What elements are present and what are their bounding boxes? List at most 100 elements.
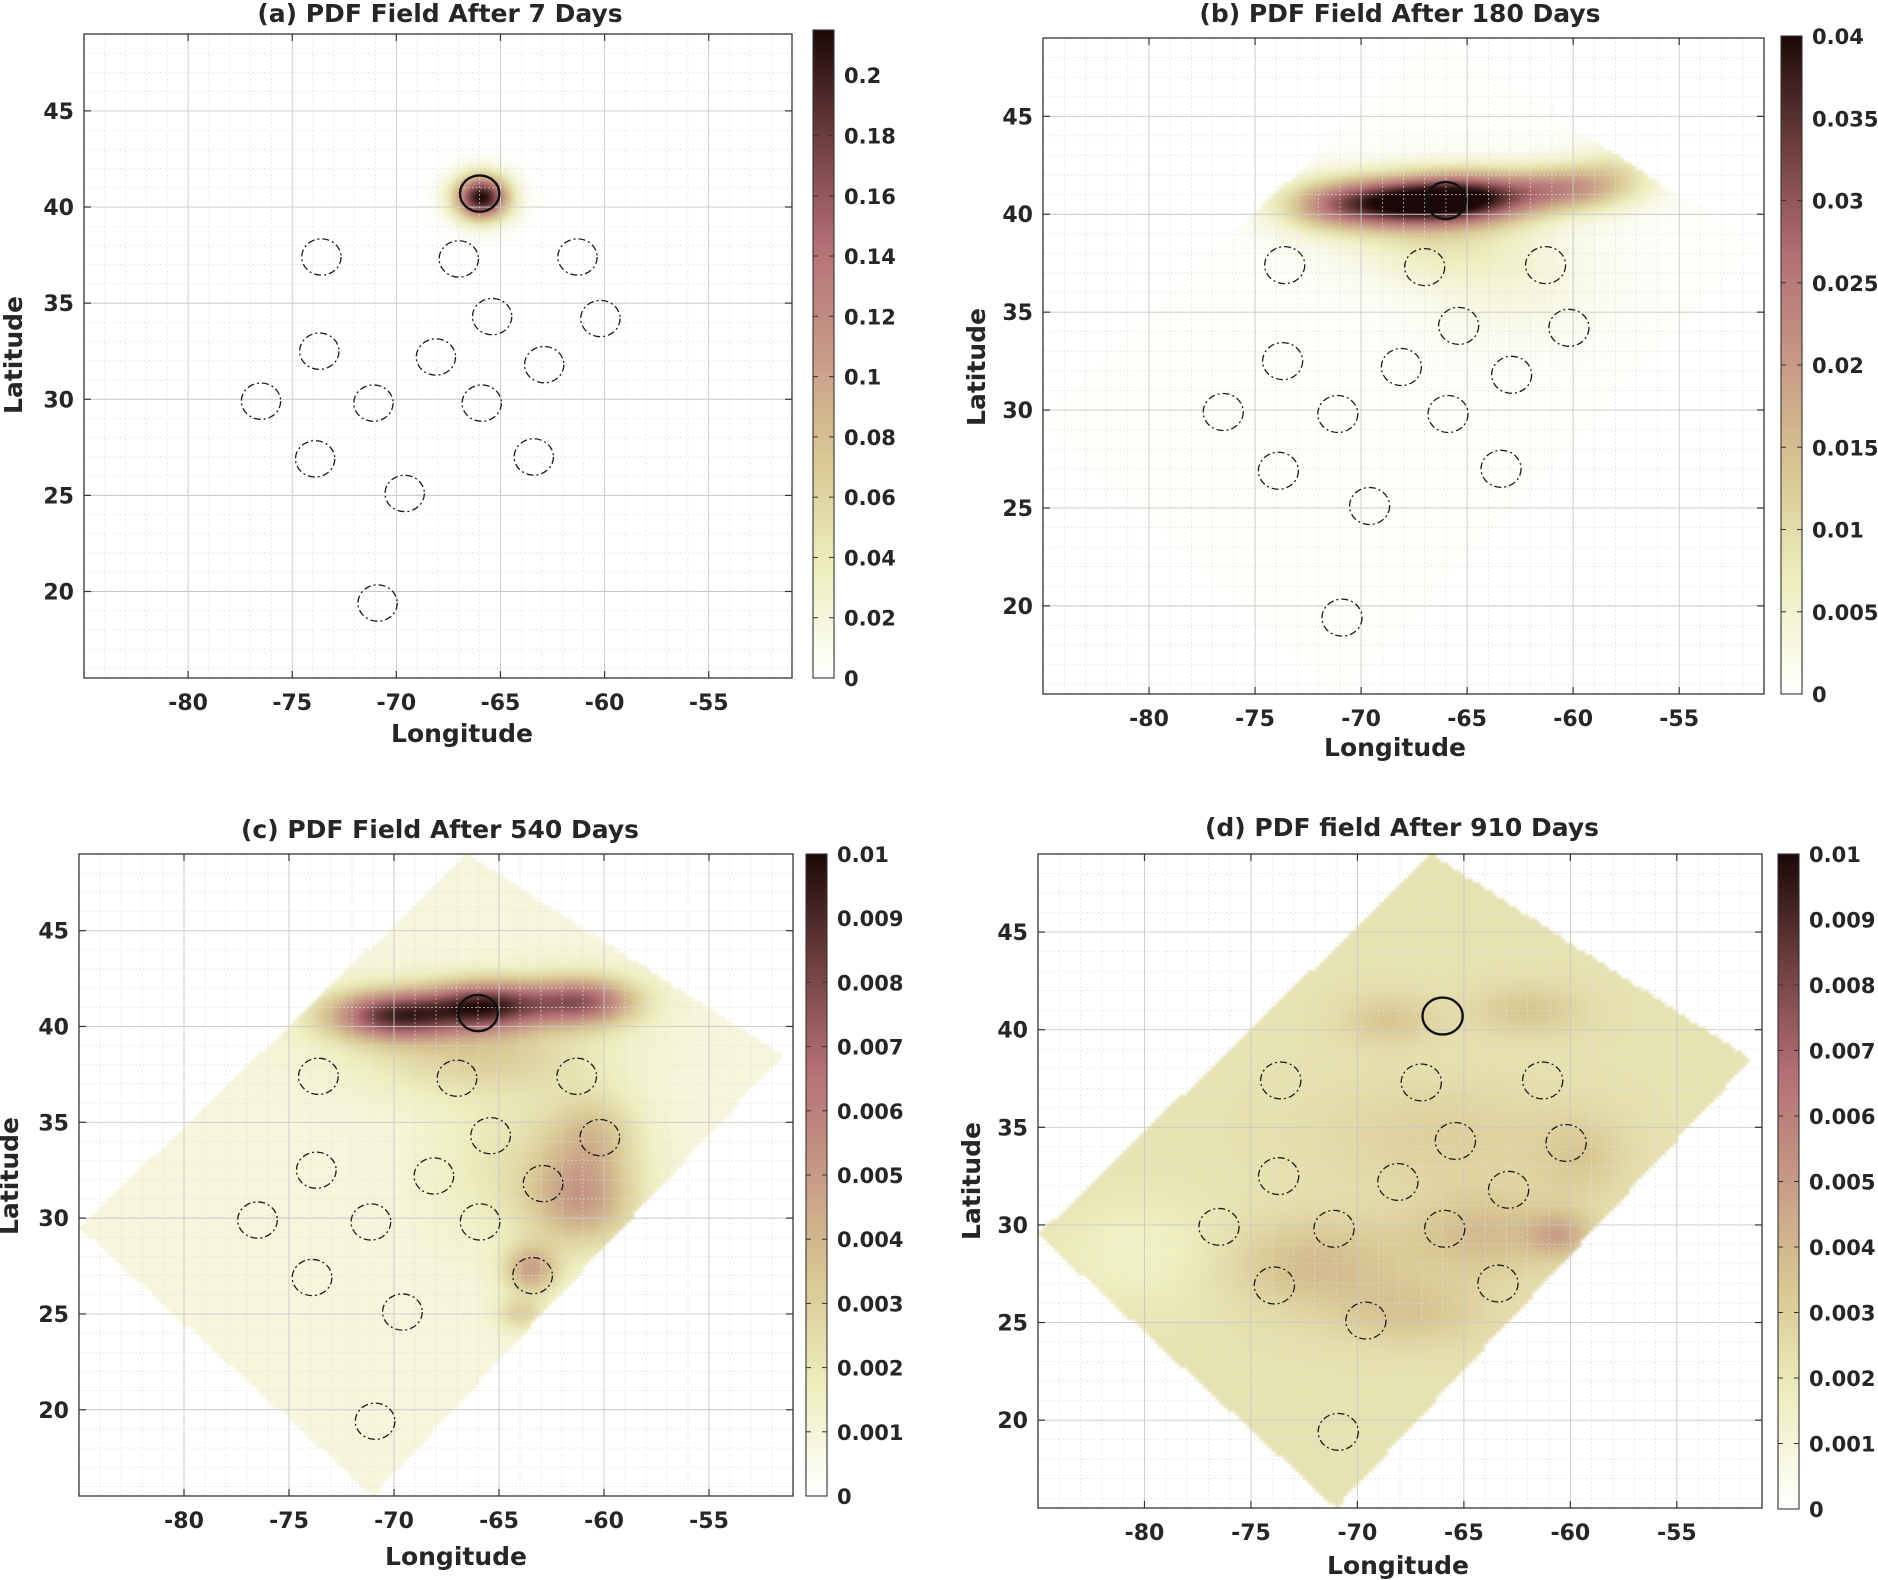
colorbar-tick-label: 0.01 xyxy=(837,843,889,867)
sampling-site-circle xyxy=(436,1059,478,1097)
colorbar-tick-label: 0.001 xyxy=(837,1421,903,1445)
y-axis-label: Latitude xyxy=(0,1117,24,1235)
sampling-site-circle xyxy=(298,332,340,371)
sampling-site-circle xyxy=(1477,1264,1519,1303)
sampling-site-circle xyxy=(1427,394,1469,434)
sampling-site-circle xyxy=(512,1256,554,1295)
sampling-site-circle xyxy=(438,240,480,278)
y-tick-label: 30 xyxy=(997,1214,1028,1239)
colorbar-tick-label: 0.02 xyxy=(1812,354,1864,378)
sampling-site-circle xyxy=(357,584,398,622)
y-tick-label: 25 xyxy=(43,484,74,509)
y-tick-label: 35 xyxy=(43,292,74,317)
sampling-site-circle xyxy=(1261,341,1304,381)
colorbar-gradient xyxy=(812,29,835,679)
x-axis-label: Longitude xyxy=(1324,733,1466,762)
sampling-site-circle xyxy=(522,1164,564,1203)
colorbar-tick-label: 0.002 xyxy=(837,1357,903,1381)
sampling-site-circle xyxy=(471,297,513,336)
colorbar-tick-label: 0.008 xyxy=(1809,974,1875,998)
y-tick-label: 45 xyxy=(38,920,69,945)
y-tick-label: 35 xyxy=(997,1116,1028,1141)
colorbar-tick-label: 0.18 xyxy=(844,124,896,148)
sampling-site-circle xyxy=(295,1151,337,1189)
x-tick-label: -70 xyxy=(374,1509,414,1534)
sampling-site-circle xyxy=(470,1116,512,1155)
axis-ticks: -80 -75 -70 -65 -60 -55 20 25 30 35 40 45 xyxy=(38,854,793,1534)
x-tick-label: -60 xyxy=(585,691,625,716)
y-tick-label: 20 xyxy=(1002,595,1033,620)
y-tick-label: 20 xyxy=(43,580,74,605)
x-tick-label: -60 xyxy=(1550,1521,1590,1546)
plot-frame xyxy=(1042,37,1765,695)
colorbar-tick-label: 0.14 xyxy=(844,245,896,269)
sampling-sites xyxy=(1202,180,1590,637)
panel-title: (d) PDF field After 910 Days xyxy=(1205,813,1599,842)
colorbar-tick-label: 0.007 xyxy=(837,1036,903,1060)
colorbar-tick-label: 0 xyxy=(1812,683,1827,707)
sampling-site-circle xyxy=(353,384,394,422)
x-tick-label: -80 xyxy=(1125,1521,1165,1546)
colorbar-tick-label: 0.005 xyxy=(1812,601,1878,625)
y-tick-label: 40 xyxy=(38,1015,69,1040)
sampling-site-circle xyxy=(1257,1157,1300,1196)
axes-box xyxy=(83,33,793,679)
colorbar-tick-label: 0.001 xyxy=(1809,1433,1875,1457)
axis-ticks: -80 -75 -70 -65 -60 -55 20 25 30 35 40 45 xyxy=(43,34,792,716)
y-axis-label: Latitude xyxy=(0,296,28,414)
sampling-site-circle xyxy=(1545,1123,1587,1163)
colorbar-tick-label: 0.01 xyxy=(1809,843,1861,867)
colorbar-tick-label: 0.002 xyxy=(1809,1367,1875,1391)
colorbar-tick-label: 0 xyxy=(1809,1498,1824,1522)
sampling-site-circle xyxy=(1487,1170,1530,1209)
sampling-site-circle xyxy=(1524,245,1567,285)
sampling-site-circle xyxy=(1380,347,1423,387)
release-site-circle xyxy=(1421,996,1464,1036)
x-tick-label: -65 xyxy=(479,1509,519,1534)
sampling-site-circle xyxy=(297,1057,339,1096)
x-tick-label: -80 xyxy=(1129,707,1169,732)
sampling-site-circle xyxy=(1317,394,1359,434)
sampling-site-circle xyxy=(1400,1063,1443,1102)
x-tick-label: -75 xyxy=(272,691,312,716)
x-tick-label: -80 xyxy=(168,691,208,716)
panel-c: (c) PDF Field After 540 Days -80 -75 -70 -6… xyxy=(0,815,903,1571)
sampling-site-circle xyxy=(415,338,457,376)
release-site-circle xyxy=(456,993,500,1033)
y-tick-label: 45 xyxy=(43,100,74,125)
colorbar-tick-label: 0.2 xyxy=(844,64,881,88)
x-tick-label: -75 xyxy=(269,1509,309,1534)
colorbar-tick-label: 0.009 xyxy=(1809,909,1875,933)
sampling-sites xyxy=(240,174,621,622)
x-tick-label: -65 xyxy=(1444,1521,1484,1546)
y-tick-label: 45 xyxy=(1002,105,1033,130)
sampling-site-circle xyxy=(237,1201,278,1239)
panel-b: (b) PDF Field After 180 Days -80 -75 -70 -6… xyxy=(962,0,1878,762)
y-tick-label: 30 xyxy=(1002,399,1033,424)
colorbar-tick-label: 0.12 xyxy=(844,305,896,329)
sampling-site-circle xyxy=(413,1157,455,1195)
colorbar-tick-label: 0 xyxy=(844,667,859,691)
heatmap-area xyxy=(1038,854,1762,1508)
colorbar-tick-label: 0.006 xyxy=(1809,1105,1875,1129)
axes-box xyxy=(1042,37,1765,695)
axes-box xyxy=(1037,853,1763,1509)
x-tick-label: -55 xyxy=(1659,707,1699,732)
sampling-site-circle xyxy=(384,474,426,513)
y-tick-label: 40 xyxy=(1002,203,1033,228)
sampling-site-circle xyxy=(513,438,555,476)
sampling-sites xyxy=(1198,996,1587,1451)
x-axis-label: Longitude xyxy=(385,1542,527,1571)
sampling-site-circle xyxy=(1257,451,1300,490)
panel-d: (d) PDF field After 910 Days -80 -75 -70 -6… xyxy=(957,813,1875,1580)
x-tick-label: -75 xyxy=(1235,707,1275,732)
x-axis-label: Longitude xyxy=(1327,1551,1469,1580)
colorbar-tick-label: 0.007 xyxy=(1809,1040,1875,1064)
x-tick-label: -80 xyxy=(164,1509,204,1534)
plot-frame xyxy=(78,853,794,1497)
colorbar-tick-label: 0 xyxy=(837,1485,852,1509)
colorbar-tick-label: 0.004 xyxy=(837,1228,903,1252)
y-tick-label: 20 xyxy=(997,1409,1028,1434)
x-axis-label: Longitude xyxy=(391,719,533,748)
axes-box xyxy=(78,853,794,1497)
